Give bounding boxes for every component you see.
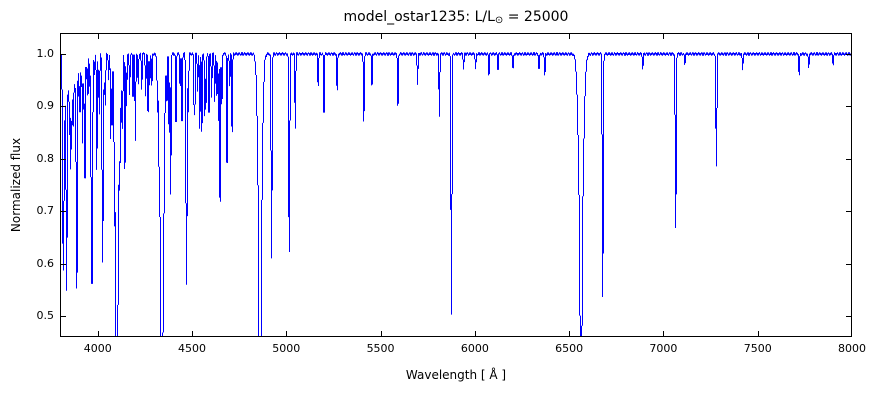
sun-symbol: ⊙: [494, 15, 504, 26]
y-tick-label: 0.5: [36, 309, 55, 323]
x-axis-label: Wavelength [ Å ]: [405, 368, 507, 382]
x-tick-label: 4000: [83, 342, 112, 355]
y-tick-label: 0.6: [36, 256, 55, 270]
x-tick-label: 5000: [272, 342, 301, 355]
y-axis-label: Normalized flux: [9, 137, 23, 233]
x-tick-label: 6000: [460, 342, 489, 355]
y-tick-label: 1.0: [36, 46, 55, 60]
spectrum-canvas: [60, 33, 852, 337]
plot-area: [60, 33, 852, 337]
y-tick-label: 0.8: [36, 151, 55, 165]
x-tick-label: 4500: [178, 342, 206, 355]
plot-title-prefix: model_ostar1235: L/L: [343, 9, 495, 25]
x-tick-label: 5500: [366, 342, 395, 355]
y-tick-label: 0.9: [36, 99, 55, 113]
x-tick-label: 7000: [649, 342, 678, 355]
x-tick-label: 7500: [743, 342, 772, 355]
x-tick-label: 8000: [838, 342, 866, 355]
plot-title-suffix: = 25000: [503, 9, 569, 25]
plot-title: model_ostar1235: L/L⊙ = 25000: [60, 9, 852, 26]
y-tick-label: 0.7: [36, 204, 55, 218]
x-tick-label: 6500: [555, 342, 584, 355]
